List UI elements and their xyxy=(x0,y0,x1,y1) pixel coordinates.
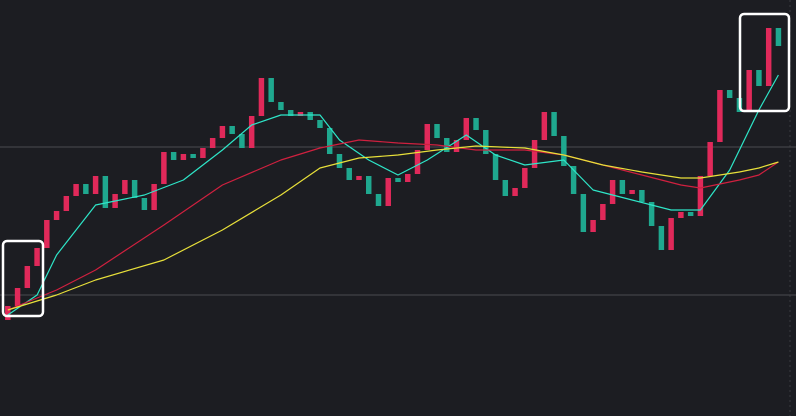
candle xyxy=(619,180,626,194)
candle xyxy=(180,154,187,160)
moving-average-line xyxy=(7,145,779,311)
candle xyxy=(775,28,782,46)
candle xyxy=(483,130,489,154)
candle xyxy=(726,90,733,98)
candle xyxy=(258,78,265,116)
candle xyxy=(522,168,528,188)
candle xyxy=(473,118,479,130)
candle xyxy=(765,28,772,86)
candle xyxy=(102,176,109,208)
candle xyxy=(287,110,294,116)
candle xyxy=(717,90,723,142)
candle xyxy=(463,118,470,140)
candle xyxy=(151,184,157,210)
candle xyxy=(512,188,518,196)
candle xyxy=(687,212,694,216)
candle xyxy=(44,220,50,248)
candle xyxy=(551,112,557,136)
candle xyxy=(444,138,450,152)
highlight-box xyxy=(738,12,791,113)
candle xyxy=(92,176,99,194)
candle xyxy=(629,190,635,194)
candle xyxy=(697,176,704,216)
candle xyxy=(424,124,430,150)
candle xyxy=(570,166,577,194)
candle xyxy=(405,174,411,182)
candle xyxy=(248,116,255,148)
candle xyxy=(492,154,499,180)
candle xyxy=(580,194,587,232)
candle xyxy=(34,248,40,266)
candle xyxy=(375,194,382,206)
candle xyxy=(297,112,304,116)
candle xyxy=(190,154,196,158)
candle xyxy=(317,120,323,128)
candle xyxy=(658,226,665,250)
candle xyxy=(219,126,226,138)
candle xyxy=(366,176,372,194)
candle xyxy=(336,154,343,168)
candle xyxy=(746,70,752,112)
plot xyxy=(0,28,796,320)
candle xyxy=(346,168,352,180)
candle xyxy=(502,180,509,196)
candle xyxy=(141,198,148,210)
candle xyxy=(600,204,606,220)
candle xyxy=(268,78,274,102)
candle xyxy=(668,218,674,250)
candle xyxy=(5,306,11,320)
candle xyxy=(200,148,206,158)
candle xyxy=(326,128,333,154)
candle xyxy=(307,112,313,120)
highlight-box xyxy=(1,239,45,318)
candle xyxy=(561,136,567,166)
candle xyxy=(414,150,421,174)
candle xyxy=(229,126,235,134)
candle xyxy=(541,112,548,140)
candle xyxy=(83,184,89,194)
candle xyxy=(14,288,21,306)
candle xyxy=(209,138,216,148)
candle xyxy=(24,266,31,288)
candle xyxy=(73,184,79,196)
candle xyxy=(590,220,596,232)
candle xyxy=(170,152,177,160)
candle xyxy=(395,178,401,182)
candle xyxy=(356,176,362,180)
candle xyxy=(131,180,138,198)
candle xyxy=(239,134,245,148)
candle xyxy=(278,102,284,110)
candle xyxy=(639,190,645,202)
candle xyxy=(531,140,538,168)
candle xyxy=(63,196,70,211)
candle xyxy=(161,152,167,184)
candle xyxy=(53,211,60,220)
candle xyxy=(756,70,762,86)
candle xyxy=(385,178,391,206)
moving-average-line xyxy=(7,74,779,316)
candle xyxy=(648,202,655,226)
candle xyxy=(453,140,460,152)
candle xyxy=(122,180,128,194)
candle xyxy=(434,124,440,138)
candle xyxy=(609,180,616,204)
candle xyxy=(678,212,684,218)
candle xyxy=(707,142,713,176)
